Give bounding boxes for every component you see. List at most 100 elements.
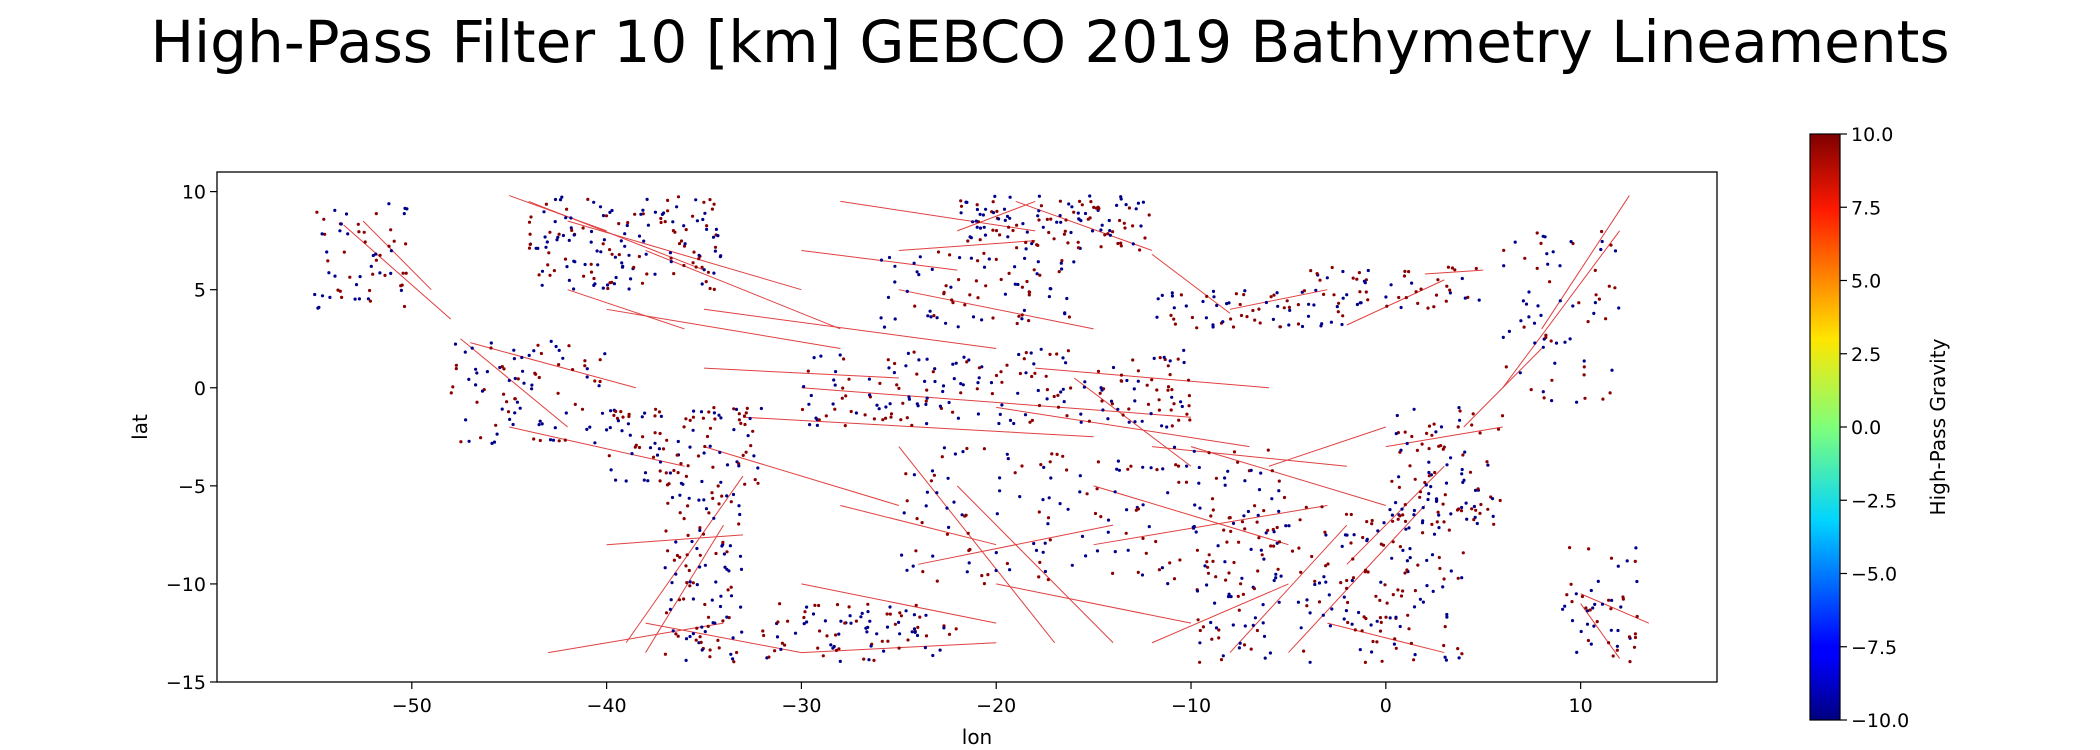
data-point bbox=[1217, 628, 1221, 632]
data-point bbox=[563, 438, 567, 442]
data-point bbox=[1211, 508, 1215, 512]
data-point bbox=[1217, 636, 1221, 640]
data-point bbox=[593, 379, 597, 383]
data-point bbox=[1138, 248, 1142, 252]
data-point bbox=[1219, 658, 1224, 662]
data-point bbox=[942, 626, 946, 630]
data-point bbox=[1277, 540, 1282, 544]
data-point bbox=[1103, 233, 1107, 237]
data-point bbox=[980, 365, 984, 369]
data-point bbox=[899, 614, 904, 618]
data-point bbox=[500, 407, 504, 411]
data-point bbox=[1166, 388, 1170, 392]
data-point bbox=[608, 210, 612, 214]
data-point bbox=[1046, 522, 1050, 526]
data-point bbox=[737, 522, 741, 526]
data-point bbox=[555, 238, 559, 242]
data-point bbox=[999, 370, 1003, 374]
data-point bbox=[1246, 509, 1250, 514]
data-point bbox=[692, 250, 696, 254]
data-point bbox=[1264, 531, 1268, 535]
data-point bbox=[761, 629, 765, 633]
data-point bbox=[492, 440, 497, 444]
data-point bbox=[1308, 611, 1312, 615]
lineament-line bbox=[801, 583, 997, 624]
data-point bbox=[1007, 225, 1011, 229]
data-point bbox=[915, 517, 919, 521]
data-point bbox=[697, 257, 701, 261]
data-point bbox=[1470, 423, 1474, 427]
data-point bbox=[718, 450, 722, 454]
data-point bbox=[714, 551, 718, 556]
data-point bbox=[1282, 495, 1287, 500]
data-point bbox=[914, 603, 918, 607]
data-point bbox=[333, 274, 337, 278]
data-point bbox=[1184, 480, 1189, 484]
data-point bbox=[1344, 512, 1349, 516]
data-point bbox=[582, 274, 586, 278]
data-point bbox=[1625, 559, 1629, 563]
data-point bbox=[954, 361, 958, 365]
data-point bbox=[691, 261, 695, 265]
data-point bbox=[1434, 430, 1438, 434]
data-point bbox=[1457, 656, 1461, 660]
data-point bbox=[875, 632, 879, 636]
data-point bbox=[1416, 563, 1420, 567]
data-point bbox=[1460, 652, 1464, 656]
data-point bbox=[817, 603, 821, 608]
data-point bbox=[1065, 414, 1069, 418]
data-point bbox=[620, 261, 624, 265]
data-point bbox=[944, 284, 948, 288]
data-point bbox=[490, 441, 494, 445]
data-point bbox=[1190, 315, 1194, 320]
data-point bbox=[1232, 450, 1237, 454]
data-point bbox=[728, 544, 733, 548]
data-point bbox=[976, 259, 980, 263]
data-point bbox=[1082, 385, 1086, 389]
data-point bbox=[1402, 274, 1407, 278]
data-point bbox=[1253, 616, 1257, 620]
data-point bbox=[1166, 582, 1170, 586]
data-point bbox=[1456, 425, 1460, 429]
data-point bbox=[664, 529, 668, 533]
lineament-line bbox=[996, 406, 1250, 448]
data-point bbox=[681, 482, 685, 486]
data-point bbox=[1437, 555, 1441, 560]
data-point bbox=[1238, 641, 1242, 645]
data-point bbox=[1479, 502, 1483, 507]
data-point bbox=[1078, 490, 1082, 494]
data-point bbox=[1133, 420, 1137, 424]
lineament-line bbox=[1035, 367, 1269, 389]
lineament-line bbox=[801, 387, 1192, 418]
data-point bbox=[1434, 497, 1439, 501]
data-point bbox=[1109, 399, 1114, 403]
data-point bbox=[1058, 502, 1062, 506]
data-point bbox=[628, 433, 632, 437]
data-point bbox=[646, 223, 651, 227]
data-point bbox=[959, 211, 963, 215]
data-point bbox=[1194, 530, 1198, 534]
data-point bbox=[586, 197, 590, 201]
data-point bbox=[1127, 206, 1131, 210]
data-point bbox=[511, 422, 515, 427]
data-point bbox=[1609, 628, 1613, 632]
data-point bbox=[595, 249, 599, 253]
data-point bbox=[1157, 398, 1161, 402]
data-point bbox=[1266, 448, 1270, 452]
data-point bbox=[1005, 561, 1010, 566]
data-point bbox=[837, 647, 841, 651]
data-point bbox=[1378, 616, 1382, 620]
data-point bbox=[1448, 288, 1452, 292]
data-point bbox=[1435, 520, 1439, 524]
data-point bbox=[1002, 207, 1007, 211]
data-point bbox=[585, 367, 589, 371]
data-point bbox=[1433, 470, 1437, 475]
data-point bbox=[1461, 480, 1465, 484]
data-point bbox=[1149, 412, 1153, 416]
data-point bbox=[931, 653, 935, 658]
data-point bbox=[1179, 293, 1183, 297]
data-point bbox=[1473, 515, 1477, 520]
data-point bbox=[1307, 302, 1311, 306]
data-point bbox=[1459, 509, 1464, 513]
data-point bbox=[589, 240, 593, 244]
